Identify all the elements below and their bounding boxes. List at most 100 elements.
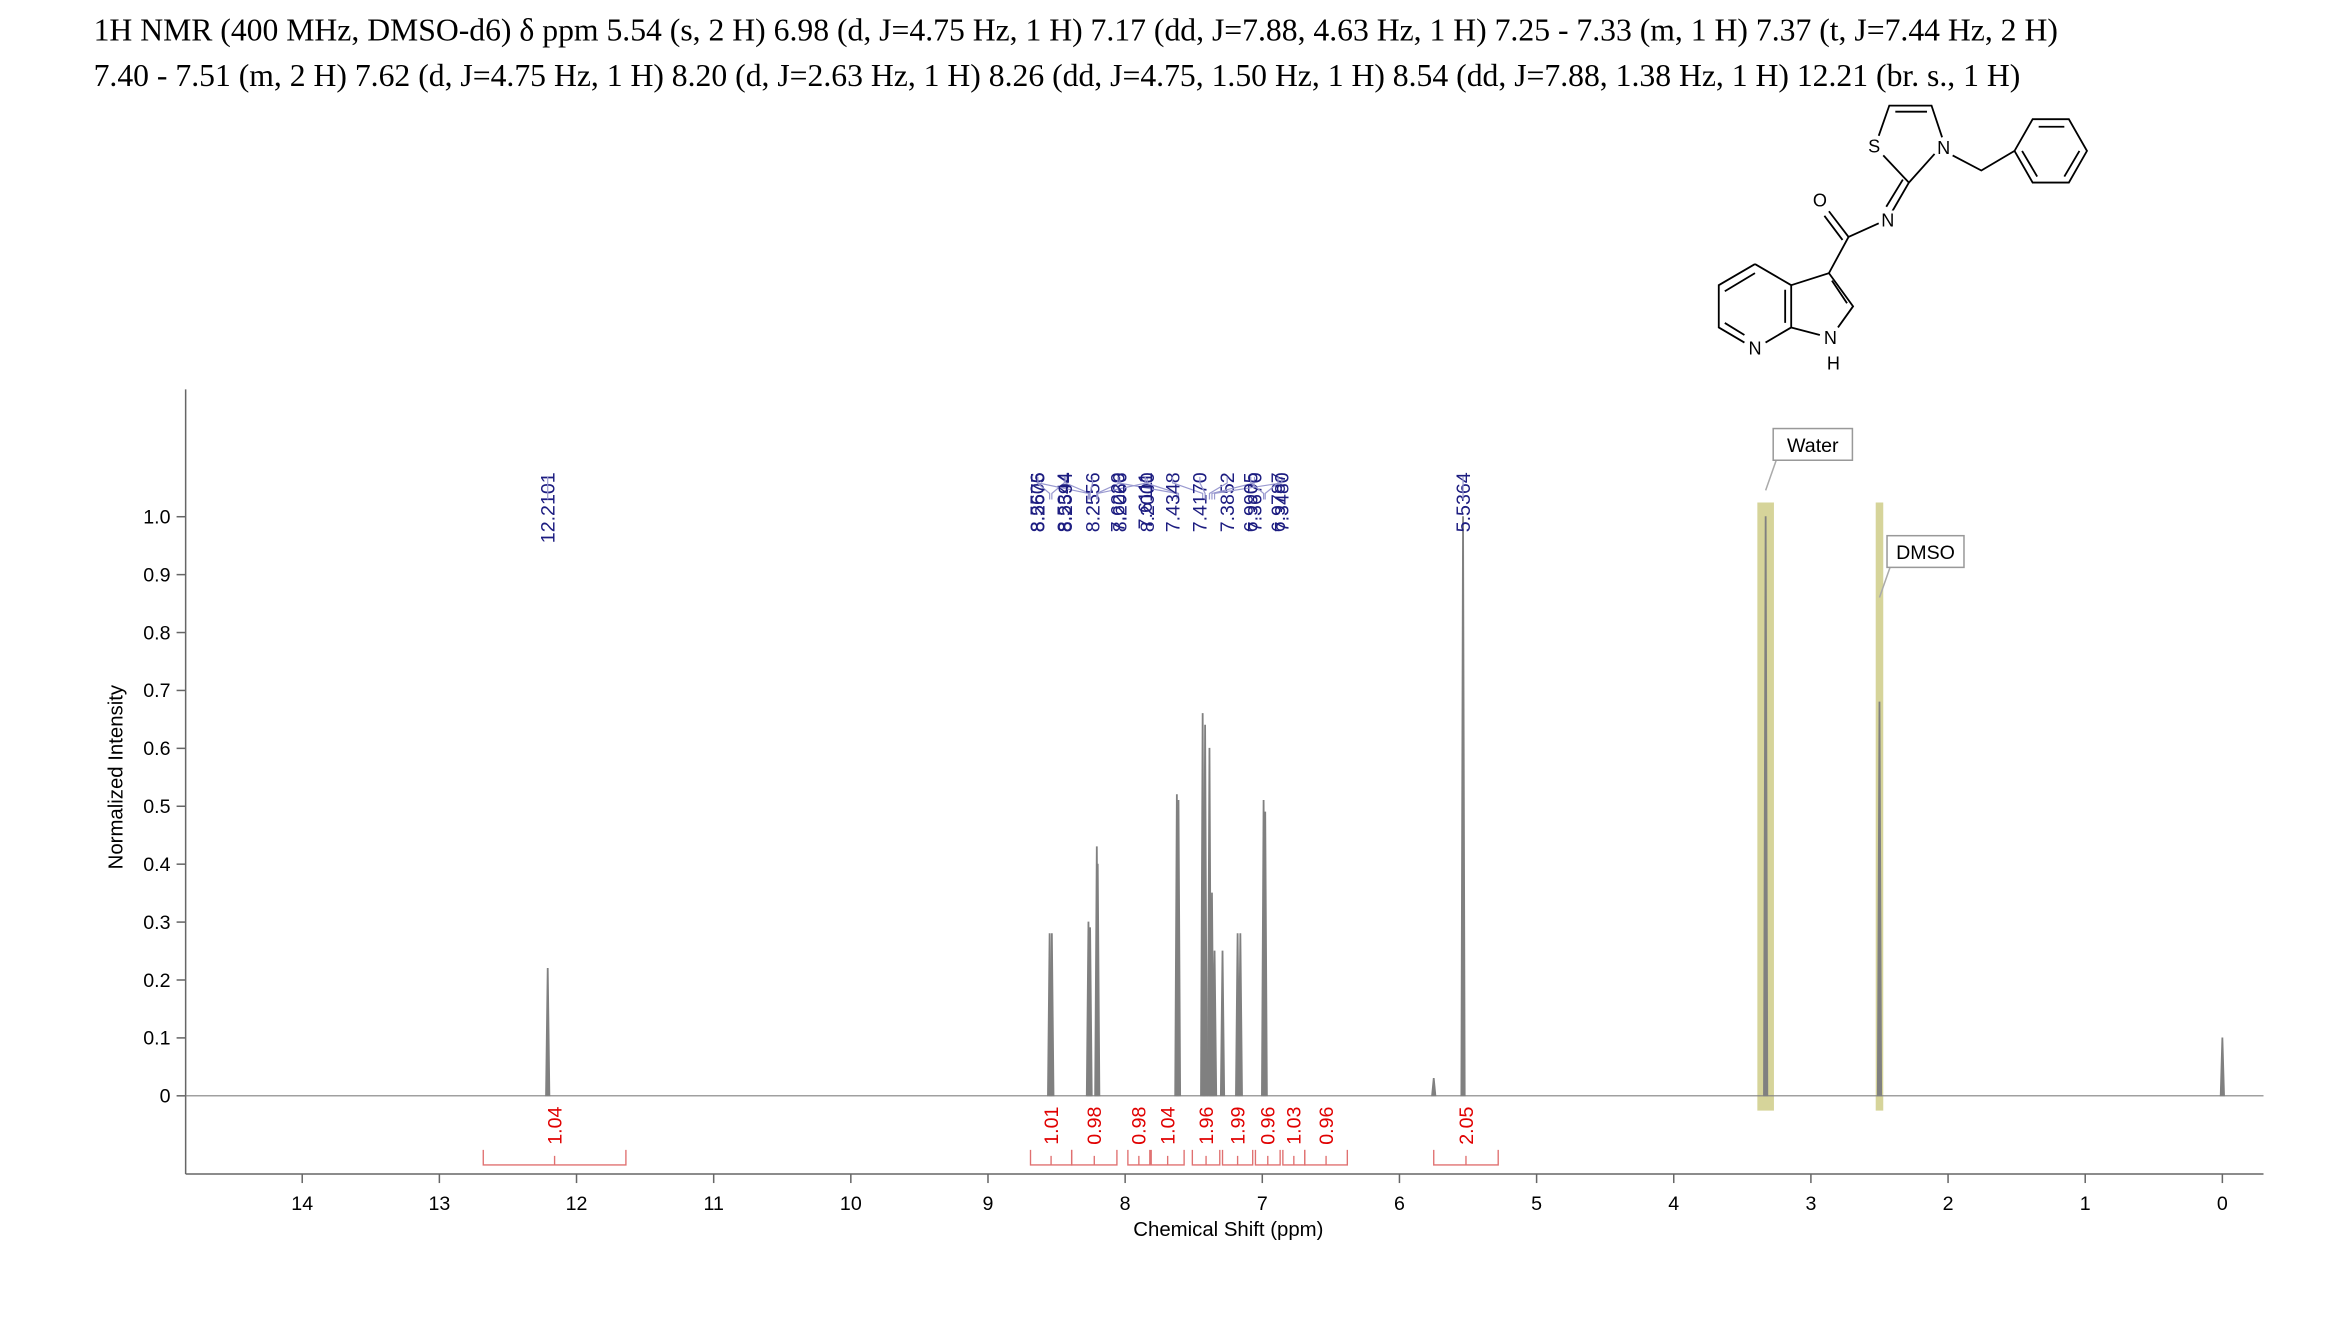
peak-connector xyxy=(1097,476,1148,500)
peak-connector xyxy=(1208,476,1228,500)
x-tick-label: 11 xyxy=(704,1193,724,1215)
x-tick-label: 2 xyxy=(1943,1193,1954,1215)
peak-label: 8.2556 xyxy=(1082,472,1104,532)
peak xyxy=(1262,811,1268,1097)
solvent-leader xyxy=(1878,567,1891,598)
x-tick-label: 8 xyxy=(1120,1193,1131,1215)
integral-bracket xyxy=(1070,1149,1118,1166)
peak-connector xyxy=(1096,476,1121,500)
peak-connector xyxy=(1051,476,1065,500)
integral-bracket xyxy=(1191,1149,1221,1166)
integral-label: 1.01 xyxy=(1041,1107,1063,1145)
x-tick-label: 12 xyxy=(566,1193,588,1215)
peak xyxy=(1049,933,1055,1097)
bond xyxy=(1790,272,1855,336)
peak-connector xyxy=(1211,476,1256,500)
atom: N xyxy=(1881,210,1894,230)
x-tick-label: 1 xyxy=(2080,1193,2091,1215)
integral-bracket xyxy=(1282,1149,1306,1166)
peak xyxy=(1763,516,1769,1097)
solvent-leader xyxy=(1764,459,1777,491)
peak-label: 6.9905 xyxy=(1241,472,1263,532)
header-line: 1H NMR (400 MHz, DMSO-d6) δ ppm 5.54 (s,… xyxy=(94,13,2058,48)
y-tick-label: 0.3 xyxy=(143,912,170,934)
peak-connector xyxy=(1171,476,1204,500)
atom: N xyxy=(1937,138,1950,158)
y-tick-label: 0.6 xyxy=(143,738,170,760)
peak-label: 12.2101 xyxy=(538,472,560,543)
x-tick-label: 0 xyxy=(2217,1193,2228,1215)
peak-connector xyxy=(1264,476,1279,500)
peak-label: 8.5506 xyxy=(1027,472,1049,532)
integral-label: 2.05 xyxy=(1456,1107,1478,1145)
y-tick-label: 0.2 xyxy=(143,970,170,992)
solvent-label: DMSO xyxy=(1896,542,1955,564)
bond xyxy=(1717,263,1793,344)
integral-label: 1.99 xyxy=(1227,1107,1249,1145)
peak-label: 7.3852 xyxy=(1217,472,1239,532)
bond xyxy=(1952,118,2089,184)
y-tick-label: 0.1 xyxy=(143,1028,170,1050)
peak-label: 7.4348 xyxy=(1162,472,1184,532)
integral-bracket xyxy=(482,1149,627,1166)
y-tick-label: 0.9 xyxy=(143,564,170,586)
integral-label: 1.96 xyxy=(1196,1107,1218,1145)
y-tick-label: 0.4 xyxy=(143,854,170,876)
integral-label: 1.03 xyxy=(1284,1107,1306,1145)
atom: H xyxy=(1827,354,1840,374)
peak-connector xyxy=(1144,476,1180,500)
peak-label: 7.3480 xyxy=(1272,472,1294,532)
peak-label: 8.2675 xyxy=(1028,472,1050,532)
integral-label: 1.04 xyxy=(544,1107,566,1145)
peak xyxy=(1431,1077,1437,1097)
atom: N xyxy=(1748,339,1761,359)
x-tick-label: 10 xyxy=(840,1193,862,1215)
peak xyxy=(1095,863,1101,1097)
y-tick-label: 0.5 xyxy=(143,796,170,818)
solvent-label: Water xyxy=(1787,435,1839,457)
x-tick-label: 6 xyxy=(1394,1193,1405,1215)
peak-label: 7.3670 xyxy=(1244,472,1266,532)
peak-label: 8.2594 xyxy=(1055,472,1077,532)
y-tick-label: 0.8 xyxy=(143,622,170,644)
x-tick-label: 13 xyxy=(428,1193,450,1215)
solvent-box xyxy=(1772,427,1854,461)
integral-label: 0.98 xyxy=(1084,1107,1106,1145)
integral-bracket xyxy=(1029,1149,1073,1166)
integral-bracket xyxy=(1254,1149,1281,1166)
header-line: 7.40 - 7.51 (m, 2 H) 7.62 (d, J=4.75 Hz,… xyxy=(94,58,2021,93)
integral-label: 0.96 xyxy=(1316,1107,1338,1145)
peak-connector xyxy=(1250,476,1265,500)
integral-label: 1.04 xyxy=(1157,1107,1179,1145)
atom: N xyxy=(1824,328,1837,348)
integral-bracket xyxy=(1127,1149,1151,1166)
peak-connector xyxy=(1036,476,1051,500)
peak-connector xyxy=(1037,476,1090,500)
peak-label: 7.4170 xyxy=(1190,472,1212,532)
x-tick-label: 5 xyxy=(1531,1193,1542,1215)
y-tick-label: 0 xyxy=(160,1086,171,1108)
peak xyxy=(1876,701,1883,1097)
bond xyxy=(1877,104,1943,212)
peak xyxy=(1202,724,1208,1097)
peak-connector xyxy=(1213,476,1283,500)
atom: S xyxy=(1868,136,1880,156)
x-tick-label: 4 xyxy=(1668,1193,1679,1215)
peak xyxy=(1087,927,1093,1097)
bond xyxy=(1823,210,1880,274)
solvent-box xyxy=(1886,534,1965,569)
y-axis-label: Normalized Intensity xyxy=(105,684,127,869)
x-tick-label: 7 xyxy=(1257,1193,1268,1215)
peak-label: 5.5364 xyxy=(1453,472,1475,532)
peak-label: 6.9787 xyxy=(1268,472,1290,532)
peak xyxy=(1237,933,1243,1097)
integral-label: 0.98 xyxy=(1129,1107,1151,1145)
integral-bracket xyxy=(1221,1149,1254,1166)
x-tick-label: 3 xyxy=(1805,1193,1816,1215)
integral-bracket xyxy=(1150,1149,1185,1166)
peak-connector xyxy=(1117,476,1178,500)
structure: S N O N N H N xyxy=(1717,104,2089,377)
peak-connector xyxy=(1089,476,1094,500)
